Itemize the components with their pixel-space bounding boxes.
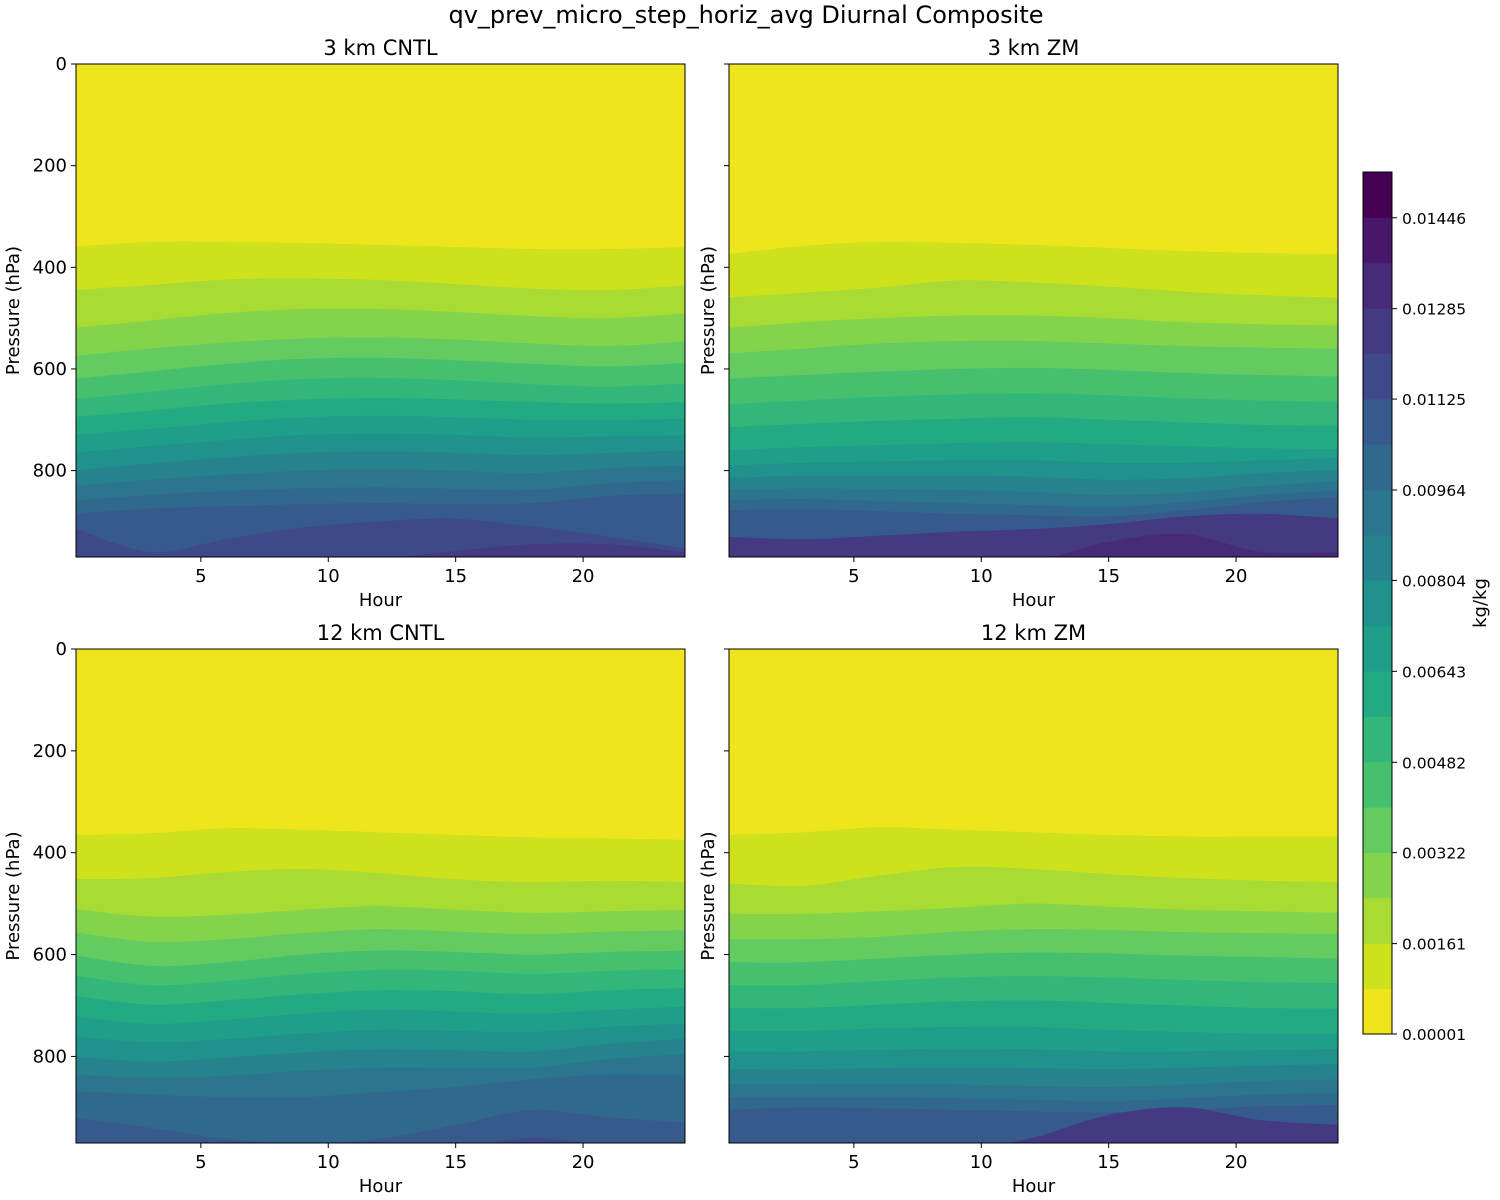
panel-top-left: 3 km CNTL 5 10 15 20 Hour 0 200 400 600 800 Pressur… [3,36,686,611]
y-axis-label: Pressure (hPa) [3,831,24,960]
colorbar-tick-label: 0.00482 [1402,754,1466,772]
colorbar-level [1363,580,1392,627]
colorbar-tick-label: 0.00322 [1402,845,1466,863]
colorbar-level [1363,671,1392,717]
contour-band-15 [1051,533,1338,557]
x-axis-label: Hour [359,590,403,611]
x-tick-label: 5 [848,1152,859,1173]
panel-top-right: 3 km ZM 5 10 15 20 Hour Pressure (hPa) [698,36,1339,611]
y-tick-label: 0 [56,639,67,660]
colorbar-level [1363,308,1392,354]
colorbar-level [1363,897,1392,944]
colorbar-level [1363,398,1392,445]
colorbar-tick-label: 0.00804 [1402,572,1466,590]
x-tick-label: 5 [848,566,859,587]
x-tick-label: 15 [1097,566,1120,587]
colorbar-level [1363,852,1392,899]
panel-title: 12 km ZM [981,621,1086,645]
x-tick-label: 15 [444,1152,467,1173]
colorbar-tick-label: 0.00161 [1402,936,1466,954]
colorbar-level [1363,761,1392,808]
contour-band-15 [403,543,685,557]
colorbar-tick-label: 0.00643 [1402,663,1466,681]
y-tick-label: 200 [33,741,67,762]
contour-band-14 [490,1137,584,1143]
y-tick-label: 800 [33,461,67,482]
y-tick-label: 600 [33,945,67,966]
y-tick-label: 800 [33,1046,67,1067]
colorbar: 0.00001 0.00161 0.00322 0.00482 0.00643 0.008… [1362,171,1491,1044]
figure-title: qv_prev_micro_step_horiz_avg Diurnal Com… [448,1,1043,29]
x-tick-label: 20 [1225,1152,1248,1173]
y-tick-label: 0 [56,54,67,75]
colorbar-tick-label: 0.00001 [1402,1026,1466,1044]
y-axis-label: Pressure (hPa) [3,246,24,375]
colorbar-tick-label: 0.01125 [1402,391,1466,409]
contour-band-13 [76,1109,685,1143]
x-axis-label: Hour [359,1176,403,1197]
plot-frame [728,648,1339,1144]
x-tick-label: 10 [970,566,993,587]
x-tick-label: 10 [317,566,340,587]
colorbar-level [1363,353,1392,400]
x-tick-label: 10 [970,1152,993,1173]
colorbar-level [1363,988,1392,1035]
panel-title: 3 km CNTL [323,36,438,60]
colorbar-level [1363,534,1392,581]
colorbar-frame [1362,171,1393,1035]
x-axis-label: Hour [1012,1176,1056,1197]
x-tick-label: 5 [195,1152,206,1173]
y-tick-label: 400 [33,257,67,278]
y-tick-label: 200 [33,156,67,177]
contour-band-14 [1008,1107,1338,1143]
colorbar-level [1363,943,1392,990]
contour-field [729,649,1338,1143]
panel-title: 3 km ZM [988,36,1080,60]
panel-title: 12 km CNTL [317,621,445,645]
colorbar-label: kg/kg [1470,578,1491,628]
colorbar-level [1363,716,1392,763]
colorbar-level [1363,625,1392,672]
colorbar-level [1363,807,1392,854]
colorbar-level [1363,172,1392,218]
x-axis-label: Hour [1012,590,1056,611]
y-axis-label: Pressure (hPa) [698,246,719,375]
colorbar-level [1363,444,1392,491]
y-tick-label: 600 [33,359,67,380]
y-tick-label: 400 [33,843,67,864]
x-tick-label: 5 [195,566,206,587]
panel-bottom-left: 12 km CNTL 5 10 15 20 Hour 0 200 400 600 800 Pressu… [3,621,686,1197]
colorbar-tick-label: 0.01446 [1402,210,1466,228]
x-tick-label: 20 [572,566,595,587]
x-tick-label: 10 [317,1152,340,1173]
plot-frame [75,648,686,1144]
colorbar-level [1363,217,1392,264]
plot-frame [728,63,1339,558]
y-axis-label: Pressure (hPa) [698,831,719,960]
x-tick-label: 20 [1225,566,1248,587]
x-tick-label: 20 [572,1152,595,1173]
x-tick-label: 15 [444,566,467,587]
plot-frame [75,63,686,558]
contour-field [729,64,1338,557]
panel-bottom-right: 12 km ZM 5 10 15 20 Hour Pressure (hPa) [698,621,1339,1197]
colorbar-level [1363,262,1392,309]
colorbar-tick-label: 0.00964 [1402,482,1466,500]
colorbar-tick-label: 0.01285 [1402,301,1466,319]
x-tick-label: 15 [1097,1152,1120,1173]
contour-field [76,64,685,557]
colorbar-level [1363,489,1392,536]
contour-field [76,649,685,1143]
